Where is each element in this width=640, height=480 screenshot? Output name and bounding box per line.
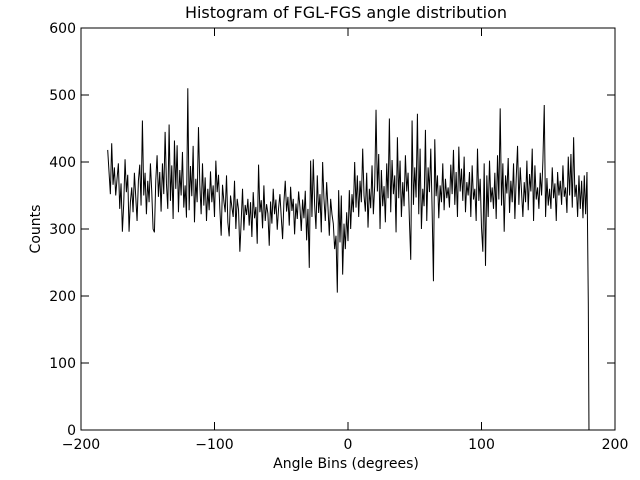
y-axis-label: Counts	[28, 205, 44, 254]
series-line-0	[107, 88, 590, 431]
x-axis-ticks: −200 −100 0 100 200	[62, 28, 629, 453]
y-tick-label: 0	[67, 423, 76, 439]
x-tick-label: −200	[62, 437, 100, 453]
x-axis-label: Angle Bins (degrees)	[273, 456, 419, 472]
x-tick-label: 200	[602, 437, 629, 453]
x-tick-label: −100	[195, 437, 233, 453]
y-tick-label: 100	[49, 356, 76, 372]
y-tick-label: 300	[49, 222, 76, 238]
chart-title: Histogram of FGL-FGS angle distribution	[185, 3, 507, 22]
x-tick-label: 100	[468, 437, 495, 453]
y-tick-label: 500	[49, 88, 76, 104]
y-tick-label: 400	[49, 155, 76, 171]
y-tick-label: 600	[49, 21, 76, 37]
y-tick-label: 200	[49, 289, 76, 305]
x-tick-label: 0	[344, 437, 353, 453]
y-axis-ticks: 0 100 200 300 400 500 600	[49, 21, 615, 439]
series-layer	[107, 88, 590, 431]
